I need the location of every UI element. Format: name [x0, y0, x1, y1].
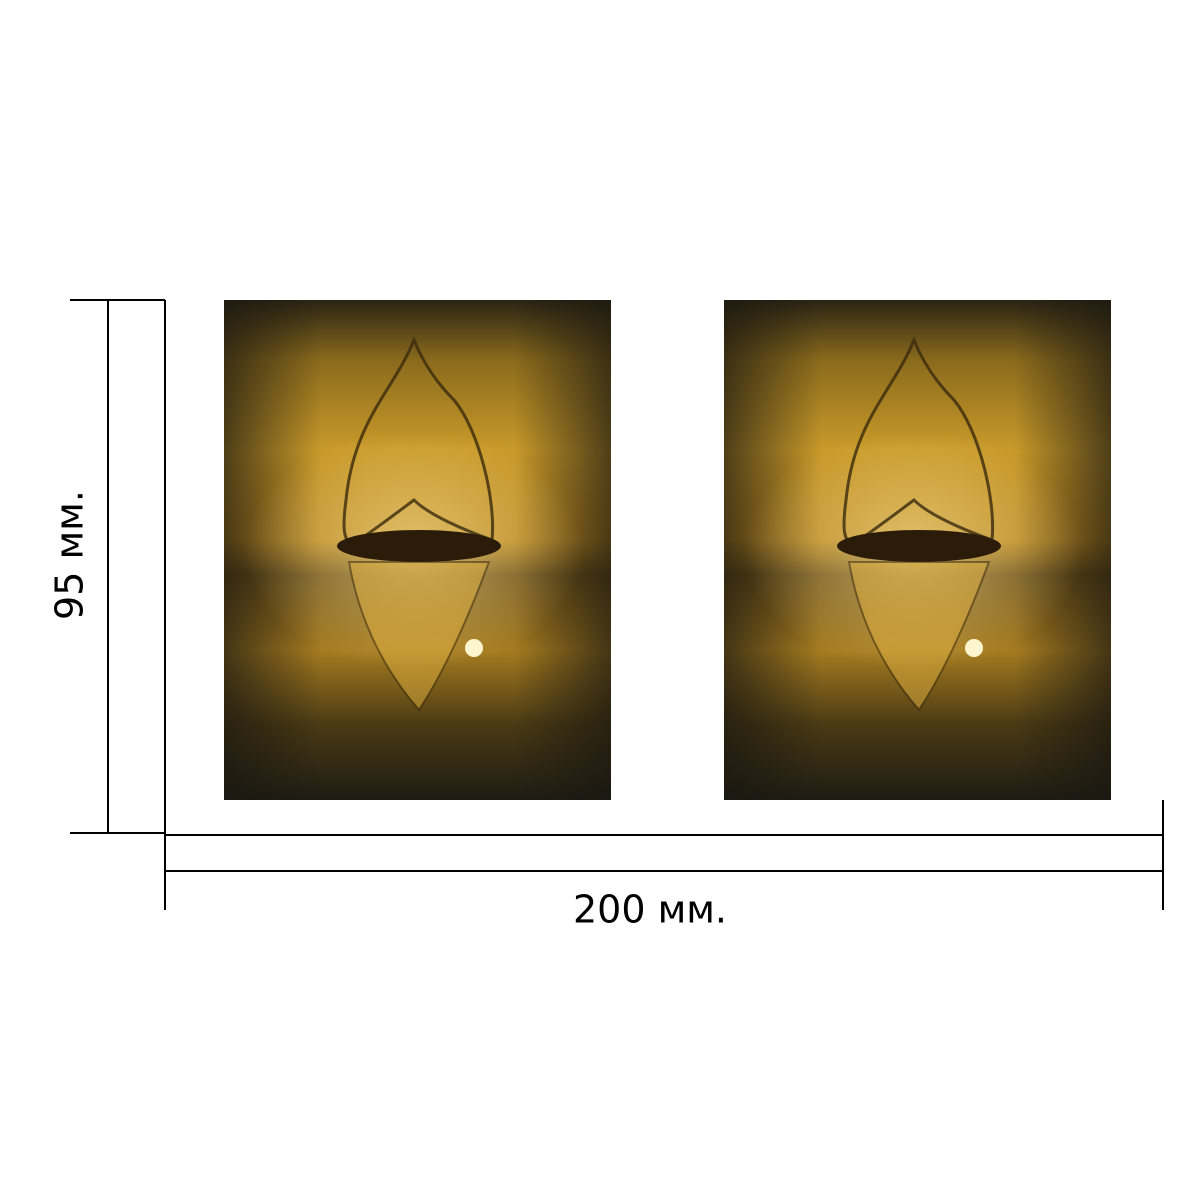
- photo-left: [222, 298, 613, 802]
- height-label: 95 мм.: [48, 490, 92, 620]
- height-dimension: [70, 299, 166, 834]
- width-label: 200 мм.: [573, 888, 727, 932]
- photo-right: [722, 298, 1113, 802]
- width-dimension: [164, 800, 1164, 910]
